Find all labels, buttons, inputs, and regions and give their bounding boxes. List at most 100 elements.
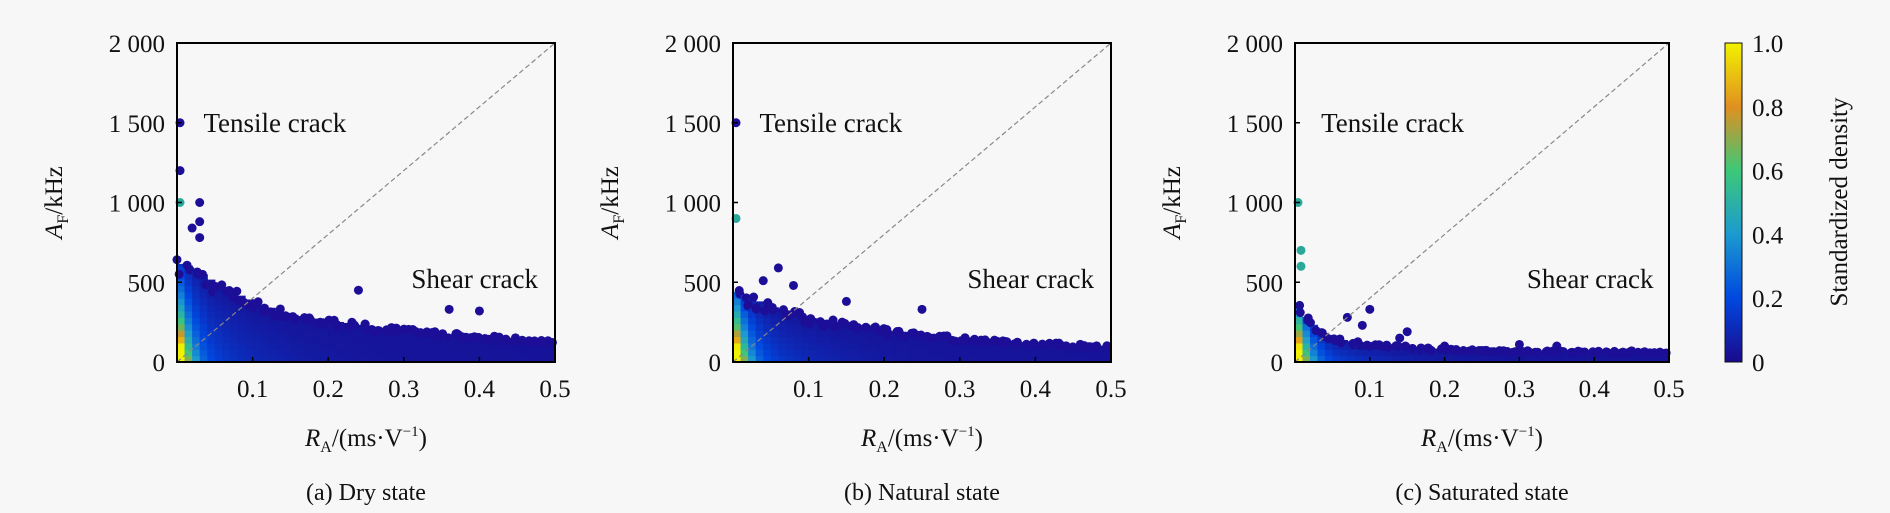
density-cell [853,330,863,338]
density-cell [479,342,488,350]
data-point [853,322,863,332]
y-label-symbol: A [41,223,68,241]
density-cell [1339,349,1348,357]
y-label-units: /kHz [597,166,624,215]
density-cell [801,323,810,331]
density-cell [861,336,870,344]
density-cell [831,342,840,350]
density-cell [808,342,817,350]
y-axis-label: AF/kHz [41,166,72,241]
density-cell [199,349,208,357]
data-point [347,317,357,327]
data-point [798,312,808,322]
density-cell [1429,355,1438,363]
density-cell [305,355,314,363]
density-cell [785,330,795,338]
density-cell [297,323,307,331]
density-cell [214,349,223,357]
data-point [1524,347,1534,357]
density-cell [770,310,779,318]
data-point [1382,340,1392,350]
density-cell [252,317,261,325]
density-cell [192,355,201,363]
density-cell [192,323,201,331]
density-cell [1459,355,1468,363]
density-cell [524,349,533,357]
data-point [790,307,800,317]
tensile-shear-divider-line [176,42,556,363]
density-cell [937,342,946,350]
density-cell [853,336,863,344]
density-cell [1452,355,1461,363]
data-point [211,281,221,291]
density-cell [1050,355,1059,363]
density-cell [267,330,276,338]
data-point [258,306,268,316]
density-cell [1579,355,1588,363]
density-cell [755,330,764,338]
density-cell [426,355,435,363]
density-cell [770,336,779,344]
density-cell [222,304,231,312]
density-cell [343,330,352,338]
density-cell [479,349,488,357]
density-cell [793,355,802,363]
density-cell [990,349,999,357]
density-cell [846,330,855,338]
x-label-symbol: R [860,425,876,452]
density-cell [1631,355,1640,363]
density-cell [816,330,825,338]
colorbar: 0 0.2 0.4 0.6 0.8 1.0 Standardized density [1724,31,1853,377]
density-cell [967,342,976,350]
density-cell [532,355,541,363]
density-cell [199,304,208,312]
data-point [195,198,205,207]
y-label-subscript: F [1173,215,1190,224]
density-cell [305,349,314,357]
density-cell [320,342,329,350]
density-cell [471,342,480,350]
density-cell [967,355,976,363]
data-point [788,280,798,290]
density-cell [861,349,870,357]
density-cell [891,342,900,350]
density-cell [770,349,779,357]
density-cell [1027,355,1036,363]
density-cell [740,323,749,331]
density-cell [313,355,322,363]
density-cell [1616,355,1625,363]
density-cell [237,349,246,357]
panel-2: 0.1 0.2 0.3 0.4 0.5 0 500 1 000 1 500 2 000 Tensil… [597,31,1127,506]
density-cell [763,310,772,318]
density-cell [494,342,503,350]
density-cell [1496,355,1506,363]
density-cell [222,342,231,350]
density-cell [1309,349,1319,357]
density-cell [297,330,307,338]
density-cell [539,355,549,363]
density-cell [1474,355,1483,363]
density-cell [328,330,337,338]
density-cell [396,342,405,350]
density-cell [982,349,991,357]
y-label-symbol: A [1159,223,1186,241]
density-cell [222,330,231,338]
density-cell [1088,355,1097,363]
density-cell [1354,349,1363,357]
density-cell [876,349,885,357]
density-cell [1399,355,1408,363]
density-cell [793,330,802,338]
density-cell [222,310,231,318]
data-point [195,217,205,227]
density-cell [184,317,193,325]
density-cell [816,349,825,357]
panel-caption: (a) Dry state [306,480,426,506]
density-cell [275,355,284,363]
density-cell [434,349,443,357]
density-cell [793,317,802,325]
density-cell [192,298,201,306]
density-cell [1661,355,1670,363]
x-tick-label: 0.4 [464,376,496,403]
density-cell [229,355,239,363]
density-cell [214,317,223,325]
